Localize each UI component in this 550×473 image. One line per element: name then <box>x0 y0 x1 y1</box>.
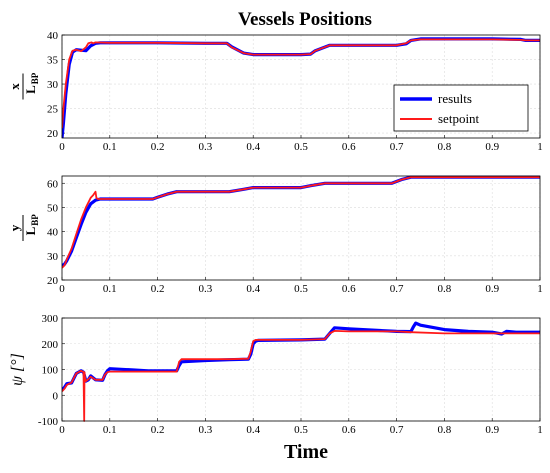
x-tick-label: 1 <box>537 283 543 295</box>
chart-panel-2: 0 0.1 0.2 0.3 0.4 0.5 0.6 0.7 0.8 0.9 1 20 30 40 50 60 y… <box>7 175 543 295</box>
y-tick-label: 40 <box>47 227 59 239</box>
legend-label-results: results <box>438 91 472 106</box>
chart-panel-1: 0 0.1 0.2 0.3 0.4 0.5 0.6 0.7 0.8 0.9 1 20 25 30 35 40 x… <box>7 30 543 153</box>
y-axis-label: y LBP <box>7 214 40 241</box>
x-tick-label: 0.6 <box>342 283 356 295</box>
axis-box <box>61 34 541 139</box>
x-tick-label: 0.8 <box>438 424 452 436</box>
x-tick-label: 0.9 <box>485 283 499 295</box>
x-tick-label: 0.7 <box>390 283 404 295</box>
x-tick-label: 0 <box>59 283 65 295</box>
y-axis-label: x LBP <box>7 72 40 100</box>
x-tick-label: 0.5 <box>294 141 308 153</box>
y-tick-label: 60 <box>47 178 59 190</box>
x-tick-label: 0.4 <box>246 141 260 153</box>
y-tick-label: 0 <box>53 390 59 402</box>
x-tick-label: 1 <box>537 424 543 436</box>
y-axis-label-subscript: BP <box>30 214 40 226</box>
y-tick-label: 100 <box>42 365 59 377</box>
x-tick-label: 1 <box>537 141 543 153</box>
x-tick-label: 0 <box>59 424 65 436</box>
y-tick-label: 300 <box>42 313 59 325</box>
chart-title: Vessels Positions <box>238 9 372 30</box>
x-tick-label: 0 <box>59 141 65 153</box>
x-tick-label: 0.8 <box>438 141 452 153</box>
axis-box <box>61 175 541 281</box>
x-tick-label: 0.1 <box>103 424 117 436</box>
y-tick-label: 30 <box>47 251 59 263</box>
y-tick-label: 30 <box>47 79 59 91</box>
series-line-setpoint <box>62 329 540 422</box>
y-tick-label: 50 <box>47 202 59 214</box>
x-tick-label: 0.4 <box>246 424 260 436</box>
y-tick-label: 40 <box>47 30 59 42</box>
series-line-setpoint <box>62 38 540 129</box>
x-tick-label: 0.5 <box>294 424 308 436</box>
y-tick-label: 20 <box>47 128 59 140</box>
legend: results setpoint <box>393 84 529 132</box>
panels: 0 0.1 0.2 0.3 0.4 0.5 0.6 0.7 0.8 0.9 1 20 25 30 35 40 x… <box>7 30 543 436</box>
x-tick-label: 0.3 <box>199 141 213 153</box>
y-axis-label-denominator: L <box>23 85 38 94</box>
x-tick-label: 0.2 <box>151 424 165 436</box>
x-tick-label: 0.2 <box>151 141 165 153</box>
y-tick-label: 200 <box>42 339 59 351</box>
legend-label-setpoint: setpoint <box>438 111 480 126</box>
x-tick-label: 0.7 <box>390 424 404 436</box>
y-axis-label-subscript: BP <box>30 72 40 84</box>
series-line-setpoint <box>62 176 540 269</box>
legend-box <box>393 84 529 132</box>
x-tick-label: 0.9 <box>485 141 499 153</box>
chart-panel-3: 0 0.1 0.2 0.3 0.4 0.5 0.6 0.7 0.8 0.9 1-1000100200… <box>9 313 543 436</box>
y-axis-label-denominator: L <box>23 226 38 235</box>
x-tick-label: 0.9 <box>485 424 499 436</box>
y-axis-label: ψ [°] <box>9 353 26 386</box>
y-axis-label-numerator: y <box>7 224 22 231</box>
x-tick-label: 0.3 <box>199 424 213 436</box>
x-tick-label: 0.1 <box>103 283 117 295</box>
y-axis-label-numerator: x <box>7 83 22 90</box>
y-tick-label: 25 <box>47 104 59 116</box>
x-tick-label: 0.6 <box>342 141 356 153</box>
x-tick-label: 0.4 <box>246 283 260 295</box>
y-tick-label: -100 <box>38 416 59 428</box>
y-tick-label: 20 <box>47 275 59 287</box>
x-tick-label: 0.6 <box>342 424 356 436</box>
y-tick-label: 35 <box>47 55 59 67</box>
x-tick-label: 0.7 <box>390 141 404 153</box>
axis-box <box>61 317 541 422</box>
x-tick-label: 0.8 <box>438 283 452 295</box>
x-tick-label: 0.1 <box>103 141 117 153</box>
x-tick-label: 0.2 <box>151 283 165 295</box>
x-tick-label: 0.5 <box>294 283 308 295</box>
x-tick-label: 0.3 <box>199 283 213 295</box>
x-axis-label: Time <box>284 441 328 463</box>
